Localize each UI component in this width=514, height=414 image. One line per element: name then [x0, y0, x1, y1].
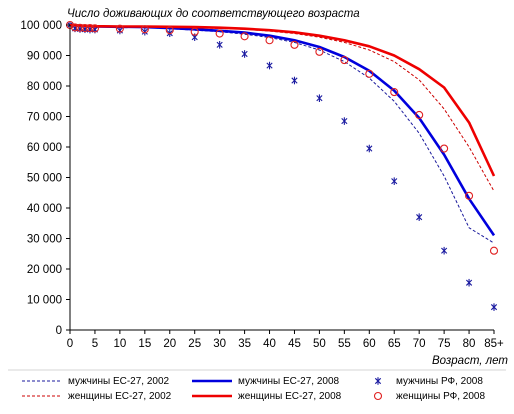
x-tick-label: 70 — [413, 338, 426, 350]
legend-label: мужчины ЕС-27, 2002 — [68, 376, 170, 387]
legend-swatch — [373, 391, 383, 401]
men-rf-point — [341, 117, 348, 125]
women-rf-point — [165, 26, 174, 35]
x-axis-ticks: 0 5 10 15 20 25 30 35 40 45 50 55 60 65 70 75 80 85+ — [67, 330, 504, 350]
men-rf-point — [391, 177, 398, 185]
women-rf-point — [90, 24, 99, 33]
x-tick-label: 40 — [263, 338, 276, 350]
men-rf-point — [116, 26, 123, 35]
women-rf-point — [290, 40, 299, 49]
x-tick-label: 55 — [338, 338, 351, 350]
y-tick-label: 90 000 — [27, 51, 62, 63]
y-tick-label: 50 000 — [27, 173, 62, 185]
legend-item: мужчины ЕС-27, 2008 — [192, 376, 340, 387]
y-axis-ticks: 0 10 000 20 000 30 000 40 000 50 000 60 000 70 … — [20, 20, 70, 337]
y-tick-label: 80 000 — [27, 81, 62, 93]
men-rf-point — [291, 76, 298, 85]
legend-item: мужчины РФ, 2008 — [374, 376, 483, 387]
plot-area — [65, 20, 499, 311]
x-tick-label: 50 — [313, 338, 326, 350]
legend-label: женщины РФ, 2008 — [396, 391, 485, 402]
women-rf-point — [70, 23, 80, 32]
women-rf-point — [340, 56, 349, 65]
chart-title: Число доживающих до соответствующего воз… — [67, 8, 360, 20]
legend-label: женщины ЕС-27, 2002 — [68, 391, 172, 402]
x-tick-label: 65 — [388, 338, 401, 350]
x-tick-label: 10 — [113, 338, 126, 350]
men-rf-point — [441, 246, 448, 255]
women-rf-point — [80, 23, 90, 33]
y-tick-label: 100 000 — [20, 20, 62, 32]
legend-item: женщины РФ, 2008 — [373, 391, 485, 402]
x-tick-label: 45 — [288, 338, 301, 350]
series-line-women-solid-4 — [69, 23, 496, 177]
legend-label: женщины ЕС-27, 2008 — [238, 391, 342, 402]
men-rf-point — [490, 303, 498, 311]
legend-swatch — [374, 377, 382, 385]
women-rf-point — [265, 36, 274, 45]
women-rf-point — [240, 32, 249, 41]
women-rf-point — [215, 29, 224, 38]
series-line-men-solid-1 — [69, 23, 496, 237]
x-tick-label: 0 — [67, 338, 73, 350]
x-tick-label: 75 — [438, 338, 451, 350]
legend-label: мужчины ЕС-27, 2008 — [238, 376, 340, 387]
x-tick-label: 85+ — [484, 338, 504, 350]
men-rf-point — [366, 144, 373, 153]
women-rf-point — [489, 246, 499, 255]
legend-item: женщины ЕС-27, 2002 — [22, 391, 172, 402]
y-tick-label: 70 000 — [27, 112, 62, 124]
x-tick-label: 20 — [163, 338, 176, 350]
women-rf-point — [390, 88, 399, 97]
x-tick-label: 30 — [213, 338, 226, 350]
men-rf-point — [465, 278, 473, 287]
men-rf-point — [241, 50, 248, 58]
women-rf-point — [75, 23, 85, 32]
x-tick-label: 35 — [238, 338, 251, 350]
men-rf-point — [316, 94, 323, 102]
x-tick-label: 25 — [188, 338, 201, 350]
women-rf-point — [365, 69, 374, 78]
legend-label: мужчины РФ, 2008 — [396, 376, 483, 387]
legend-item: мужчины ЕС-27, 2002 — [22, 376, 170, 387]
y-tick-label: 20 000 — [27, 264, 62, 276]
y-tick-label: 10 000 — [27, 295, 62, 307]
men-rf-point — [266, 61, 273, 70]
x-axis-title: Возраст, лет — [432, 355, 508, 367]
series-line-women-dashed-3 — [69, 24, 495, 192]
x-tick-label: 5 — [92, 338, 98, 350]
y-tick-label: 60 000 — [27, 142, 62, 154]
men-rf-point — [141, 27, 148, 36]
women-rf-point — [140, 25, 149, 34]
legend-item: женщины ЕС-27, 2008 — [192, 391, 342, 402]
legend: мужчины ЕС-27, 2002 мужчины ЕС-27, 2008 му… — [22, 376, 485, 402]
men-rf-point — [216, 41, 223, 49]
y-tick-label: 40 000 — [27, 203, 62, 215]
men-rf-point — [416, 213, 423, 221]
women-rf-point — [465, 191, 474, 200]
y-tick-label: 30 000 — [27, 234, 62, 246]
women-rf-point — [190, 27, 199, 36]
women-rf-point — [315, 47, 324, 56]
women-rf-point — [115, 24, 124, 33]
women-rf-point — [415, 110, 424, 120]
x-tick-label: 60 — [363, 338, 376, 350]
women-rf-point — [440, 144, 449, 153]
x-tick-label: 80 — [463, 338, 476, 350]
x-tick-label: 15 — [138, 338, 151, 350]
y-tick-label: 0 — [56, 325, 62, 337]
women-rf-point — [85, 23, 95, 33]
